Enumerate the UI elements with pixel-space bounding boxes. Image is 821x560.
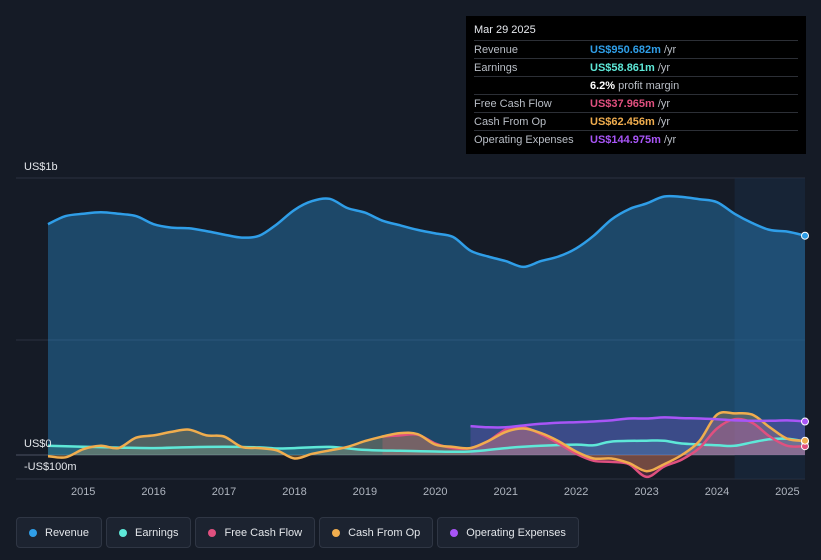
tooltip-row-value: 6.2%: [590, 79, 616, 92]
chart-legend: Revenue Earnings Free Cash Flow Cash From O…: [16, 517, 579, 548]
earnings-line: [47, 437, 806, 454]
legend-dot-icon: [119, 528, 128, 537]
y-label-top: US$1b: [24, 161, 58, 173]
x-tick-label: 2017: [212, 486, 236, 498]
legend-dot-icon: [29, 528, 37, 537]
x-tick-label: 2022: [564, 486, 588, 498]
tooltip-row: Cash From Op US$62.456m/yr: [474, 112, 798, 130]
legend-item-free-cash-flow[interactable]: Free Cash Flow: [195, 517, 316, 548]
y-label-bottom: -US$100m: [24, 461, 77, 473]
tooltip-row-label: Free Cash Flow: [474, 97, 552, 110]
tooltip-row-value: US$58.861m: [590, 61, 655, 74]
x-axis-ticks: 2015 2016 2017 2018 2019 2020 2021 2022 2023 2024…: [71, 486, 800, 498]
data-tooltip: Mar 29 2025 Revenue US$950.682m/yr Earning…: [466, 16, 806, 154]
x-tick-label: 2019: [353, 486, 377, 498]
tooltip-row-value: US$950.682m: [590, 43, 661, 56]
tooltip-row-unit: /yr: [657, 97, 671, 110]
legend-label: Earnings: [135, 526, 179, 539]
x-tick-label: 2020: [423, 486, 447, 498]
x-tick-label: 2024: [705, 486, 729, 498]
tooltip-row-unit: /yr: [657, 61, 671, 74]
series-lines: [47, 194, 806, 479]
tooltip-row: Revenue US$950.682m/yr: [474, 40, 798, 58]
tooltip-row-label: Earnings: [474, 61, 518, 74]
legend-label: Revenue: [45, 526, 90, 539]
tooltip-date: Mar 29 2025: [474, 24, 536, 36]
x-tick-label: 2025: [775, 486, 799, 498]
tooltip-rows: Revenue US$950.682m/yr Earnings US$58.861m /…: [474, 40, 798, 148]
series-end-markers: [801, 231, 809, 451]
financial-chart: US$1b US$0 -US$100m 2015 2016 2017 2018 2019…: [16, 161, 809, 498]
revenue-area: [48, 196, 805, 456]
legend-dot-icon: [450, 528, 459, 537]
x-tick-label: 2016: [141, 486, 165, 498]
cash-from-op-line: [47, 410, 806, 473]
legend-item-operating-expenses[interactable]: Operating Expenses: [437, 517, 579, 548]
legend-label: Operating Expenses: [466, 526, 566, 539]
revenue-line: [47, 194, 806, 269]
free-cash-flow-area: [382, 418, 805, 477]
tooltip-row-label: Cash From Op: [474, 115, 547, 128]
tooltip-row-value: US$62.456m: [590, 115, 655, 128]
tooltip-row-unit: profit margin: [618, 79, 680, 92]
x-tick-label: 2015: [71, 486, 95, 498]
tooltip-row-unit: /yr: [657, 115, 671, 128]
grid-lines: [16, 177, 805, 480]
tooltip-row-label: Operating Expenses: [474, 133, 574, 146]
tooltip-row-value: US$37.965m: [590, 97, 655, 110]
x-tick-label: 2021: [493, 486, 517, 498]
revenue-end-marker: [801, 231, 809, 240]
legend-dot-icon: [332, 528, 341, 537]
legend-item-cash-from-op[interactable]: Cash From Op: [319, 517, 434, 548]
y-label-zero: US$0: [24, 438, 52, 450]
tooltip-row-label: Revenue: [474, 43, 519, 56]
earnings-area: [48, 438, 805, 455]
forecast-highlight-band: [734, 178, 805, 479]
cash-from-op-area: [48, 412, 805, 472]
series-areas: [48, 196, 805, 477]
tooltip-row-unit: /yr: [663, 43, 677, 56]
cash-from-op-end-marker: [801, 436, 809, 445]
x-tick-label: 2023: [634, 486, 658, 498]
operating-expenses-end-marker: [801, 417, 809, 426]
legend-item-revenue[interactable]: Revenue: [16, 517, 103, 548]
legend-item-earnings[interactable]: Earnings: [106, 517, 192, 548]
tooltip-row: Free Cash Flow US$37.965m/yr: [474, 94, 798, 112]
legend-label: Cash From Op: [348, 526, 421, 539]
operating-expenses-line: [470, 416, 806, 429]
tooltip-row: Earnings US$58.861m/yr: [474, 58, 798, 76]
tooltip-row: 6.2% profit margin: [474, 76, 798, 94]
legend-label: Free Cash Flow: [224, 526, 303, 539]
tooltip-row-value: US$144.975m: [590, 133, 661, 146]
legend-dot-icon: [208, 528, 217, 537]
tooltip-row-unit: /yr: [663, 133, 677, 146]
tooltip-row: Operating Expenses US$144.975m/yr: [474, 130, 798, 148]
x-tick-label: 2018: [282, 486, 306, 498]
